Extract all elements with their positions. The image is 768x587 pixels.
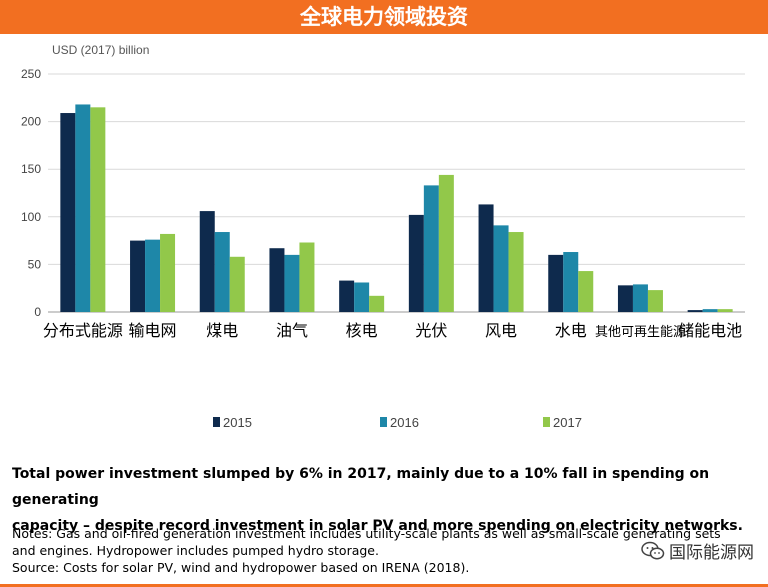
y-tick-label: 250 (21, 67, 41, 81)
notes-line-1: Notes: Gas and oil-fired generation inve… (12, 526, 721, 541)
bar-2015-3 (269, 248, 285, 312)
bar-2015-8 (617, 285, 633, 312)
bar-2017-3 (299, 242, 315, 312)
bar-2017-4 (369, 295, 385, 312)
watermark: 国际能源网 (641, 538, 754, 563)
bar-2017-5 (438, 174, 454, 312)
x-tick-label: 风电 (485, 321, 517, 340)
bar-2016-4 (354, 282, 370, 312)
bottom-accent-line (0, 584, 768, 587)
legend-label-2017: 2017 (553, 415, 582, 430)
bar-2017-6 (508, 232, 524, 312)
bar-2015-4 (339, 280, 355, 312)
y-tick-label: 200 (21, 115, 41, 129)
y-tick-label: 50 (28, 257, 42, 271)
legend-label-2015: 2015 (223, 415, 252, 430)
bar-2015-7 (548, 254, 564, 312)
bar-chart: USD (2017) billion 0 50 100 150 200 250 分布式能源… (21, 43, 745, 430)
bar-2015-5 (408, 214, 424, 312)
y-tick-label: 150 (21, 162, 41, 176)
bar-2016-8 (632, 284, 648, 312)
bar-2016-6 (493, 225, 509, 312)
bar-2017-8 (647, 290, 663, 312)
bar-2017-1 (160, 233, 176, 312)
chart-notes: Notes: Gas and oil-fired generation inve… (12, 525, 762, 576)
bar-2015-1 (130, 240, 146, 312)
x-tick-label: 输电网 (129, 321, 177, 340)
y-tick-label: 0 (34, 305, 41, 319)
headline-line-2: capacity – despite record investment in … (12, 518, 743, 534)
bar-2017-2 (229, 256, 245, 312)
bar-2017-9 (717, 309, 733, 312)
bar-2016-3 (284, 254, 300, 312)
x-tick-label: 分布式能源 (43, 321, 123, 340)
bar-2016-1 (145, 239, 161, 312)
x-tick-label: 其他可再生能源 (595, 325, 686, 340)
bar-2015-6 (478, 204, 494, 312)
notes-line-2: and engines. Hydropower includes pumped … (12, 543, 379, 558)
bar-2015-0 (60, 113, 76, 312)
x-tick-label: 水电 (555, 321, 587, 340)
bar-2016-9 (702, 309, 718, 312)
legend-swatch-2017 (543, 417, 550, 427)
y-axis-unit-label: USD (2017) billion (52, 43, 149, 57)
x-tick-label: 煤电 (206, 321, 238, 340)
chart-banner-title: 全球电力领域投资 (0, 0, 768, 34)
bar-2015-9 (687, 310, 703, 312)
legend-swatch-2016 (380, 417, 387, 427)
notes-source: Source: Costs for solar PV, wind and hyd… (12, 560, 470, 575)
headline-line-1: Total power investment slumped by 6% in … (12, 466, 710, 508)
x-tick-label: 核电 (346, 321, 378, 340)
bar-2017-7 (578, 271, 594, 312)
x-tick-label: 光伏 (415, 321, 447, 340)
x-tick-label: 油气 (276, 321, 308, 340)
bar-2015-2 (199, 211, 215, 312)
bar-2016-5 (423, 185, 439, 312)
bar-2017-0 (90, 107, 106, 312)
wechat-icon (641, 541, 665, 559)
bar-2016-0 (75, 104, 91, 313)
legend-label-2016: 2016 (390, 415, 419, 430)
x-tick-label: 储能电池 (678, 321, 742, 340)
y-tick-label: 100 (21, 210, 41, 224)
legend-swatch-2015 (213, 417, 220, 427)
bar-2016-2 (214, 232, 230, 312)
bar-2016-7 (563, 252, 579, 312)
watermark-text: 国际能源网 (669, 543, 754, 563)
headline-summary: Total power investment slumped by 6% in … (12, 461, 760, 539)
